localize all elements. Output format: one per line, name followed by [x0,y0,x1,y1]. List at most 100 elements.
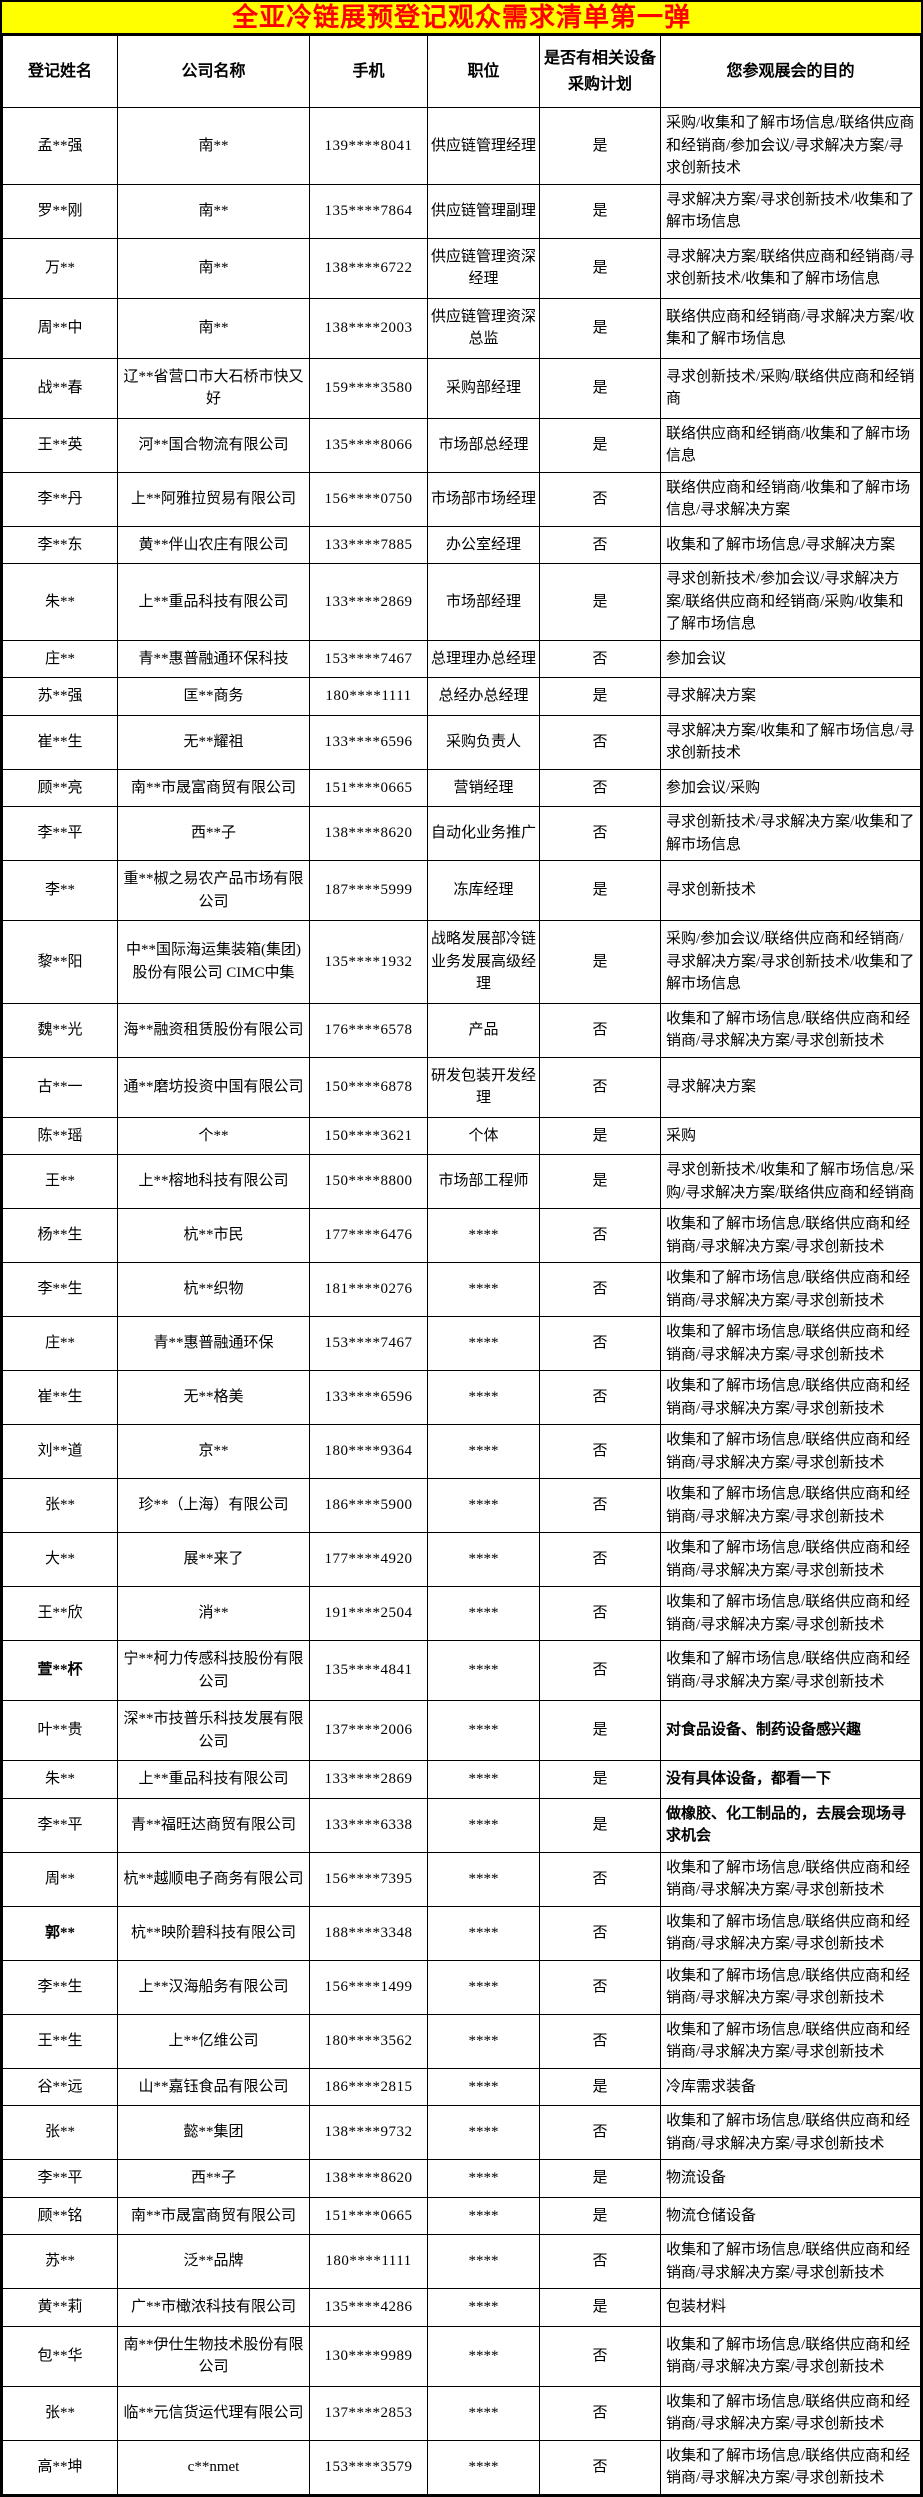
cell-phone: 156****1499 [309,1959,428,2015]
cell-position: 市场部市场经理 [427,471,540,527]
cell-visit-purpose: 参加会议/采购 [660,768,921,808]
cell-company: 广**市橄浓科技有限公司 [117,2288,310,2327]
table-row: 张** 懿**集团 138****9732 **** 否收集和了解市场信息/联络供应商和… [2,2105,921,2161]
cell-phone: 191****2504 [309,1586,428,1642]
cell-company: 匡**商务 [117,677,310,716]
cell-position: 自动化业务推广 [427,806,540,862]
cell-purchase-plan: 否 [539,1424,661,1480]
header-position: 职位 [427,34,540,109]
cell-phone: 133****6596 [309,1370,428,1426]
cell-phone: 180****1111 [309,2234,428,2290]
cell-name: 王**欣 [2,1586,118,1642]
cell-purchase-plan: 否 [539,1478,661,1534]
table-row: 高**坤 c**nmet 153****3579 **** 否收集和了解市场信息/联络供… [2,2439,921,2495]
cell-phone: 186****2815 [309,2067,428,2107]
cell-visit-purpose: 寻求创新技术/收集和了解市场信息/采购/寻求解决方案/联络供应商和经销商 [660,1154,921,1210]
cell-purchase-plan: 是 [539,1760,661,1799]
cell-name: 万** [2,237,118,299]
cell-company: 上**阿雅拉贸易有限公司 [117,471,310,527]
cell-phone: 186****5900 [309,1478,428,1534]
cell-phone: 176****6578 [309,1002,428,1058]
cell-purchase-plan: 是 [539,677,661,716]
cell-visit-purpose: 参加会议 [660,639,921,679]
cell-name: 庄** [2,1316,118,1372]
table-row: 苏**强 匡**商务 180****1111 总经办总经理是寻求解决方案 [2,677,921,716]
cell-visit-purpose: 收集和了解市场信息/联络供应商和经销商/寻求解决方案/寻求创新技术 [660,1640,921,1702]
cell-name: 战**春 [2,357,118,419]
cell-purchase-plan: 否 [539,1586,661,1642]
cell-position: 总经办总经理 [427,677,540,716]
cell-company: 南**市晟富商贸有限公司 [117,2196,310,2236]
cell-company: 南**市晟富商贸有限公司 [117,768,310,808]
cell-purchase-plan: 否 [539,1905,661,1961]
cell-purchase-plan: 是 [539,297,661,359]
cell-name: 陈**瑶 [2,1116,118,1156]
cell-name: 魏**光 [2,1002,118,1058]
cell-company: 临**元信货运代理有限公司 [117,2385,310,2441]
cell-phone: 150****8800 [309,1154,428,1210]
cell-phone: 135****4286 [309,2288,428,2327]
cell-purchase-plan: 否 [539,639,661,679]
cell-purchase-plan: 否 [539,525,661,565]
table-row: 李**丹 上**阿雅拉贸易有限公司 156****0750 市场部市场经理否联络供应商… [2,471,921,527]
cell-purchase-plan: 是 [539,1116,661,1156]
cell-phone: 133****6596 [309,714,428,770]
table-row: 李**平 西**子 138****8620 **** 是物流设备 [2,2159,921,2198]
cell-name: 郭** [2,1905,118,1961]
table-row: 李**东 黄**伴山农庄有限公司 133****7885 办公室经理否收集和了解市场信… [2,525,921,565]
cell-purchase-plan: 是 [539,1154,661,1210]
cell-position: **** [427,1760,540,1799]
cell-purchase-plan: 是 [539,860,661,922]
cell-name: 谷**远 [2,2067,118,2107]
cell-name: 苏**强 [2,677,118,716]
cell-company: 泛**品牌 [117,2234,310,2290]
cell-position: **** [427,1586,540,1642]
cell-phone: 180****3562 [309,2013,428,2069]
cell-visit-purpose: 寻求创新技术/参加会议/寻求解决方案/联络供应商和经销商/采购/收集和了解市场信… [660,563,921,641]
table-row: 罗**刚 南** 135****7864 供应链管理副理是寻求解决方案/寻求创新技术/… [2,183,921,239]
cell-company: 上**榕地科技有限公司 [117,1154,310,1210]
table-row: 郭** 杭**映阶碧科技有限公司 188****3348 **** 否收集和了解市场信息… [2,1905,921,1961]
sheet-title: 全亚冷链展预登记观众需求清单第一弹 [2,2,921,35]
table-row: 李**平 西**子 138****8620 自动化业务推广否寻求创新技术/寻求解决方案… [2,806,921,862]
cell-position: 战略发展部冷链业务发展高级经理 [427,920,540,1004]
cell-name: 李**平 [2,1797,118,1853]
cell-position: **** [427,2196,540,2236]
cell-purchase-plan: 否 [539,471,661,527]
header-phone: 手机 [309,34,428,109]
cell-purchase-plan: 是 [539,920,661,1004]
cell-company: 黄**伴山农庄有限公司 [117,525,310,565]
cell-visit-purpose: 收集和了解市场信息/寻求解决方案 [660,525,921,565]
table-row: 孟**强 南** 139****8041 供应链管理经理是采购/收集和了解市场信息/联… [2,107,921,185]
cell-company: 河**国合物流有限公司 [117,417,310,473]
cell-name: 朱** [2,1760,118,1799]
cell-purchase-plan: 否 [539,2439,661,2495]
cell-name: 李**平 [2,2159,118,2198]
cell-visit-purpose: 冷库需求装备 [660,2067,921,2107]
cell-name: 周**中 [2,297,118,359]
cell-name: 李**丹 [2,471,118,527]
cell-phone: 137****2853 [309,2385,428,2441]
cell-name: 周** [2,1851,118,1907]
table-row: 庄** 青**惠普融通环保 153****7467 **** 否收集和了解市场信息/联络… [2,1316,921,1372]
table-row: 顾**亮 南**市晟富商贸有限公司 151****0665 营销经理否参加会议/采购 [2,768,921,808]
cell-purchase-plan: 否 [539,806,661,862]
cell-company: 无**格美 [117,1370,310,1426]
table-row: 周**中 南** 138****2003 供应链管理资深总监是联络供应商和经销商/寻求… [2,297,921,359]
cell-phone: 156****0750 [309,471,428,527]
cell-visit-purpose: 收集和了解市场信息/联络供应商和经销商/寻求解决方案/寻求创新技术 [660,1959,921,2015]
cell-visit-purpose: 包装材料 [660,2288,921,2327]
cell-name: 黎**阳 [2,920,118,1004]
cell-visit-purpose: 寻求解决方案 [660,1056,921,1118]
cell-position: 产品 [427,1002,540,1058]
cell-purchase-plan: 否 [539,2234,661,2290]
cell-phone: 135****7864 [309,183,428,239]
cell-name: 王**英 [2,417,118,473]
cell-phone: 138****8620 [309,806,428,862]
cell-phone: 180****9364 [309,1424,428,1480]
cell-position: **** [427,1532,540,1588]
cell-purchase-plan: 否 [539,1370,661,1426]
cell-company: 深**市技普乐科技发展有限公司 [117,1700,310,1762]
cell-company: 杭**映阶碧科技有限公司 [117,1905,310,1961]
cell-phone: 135****8066 [309,417,428,473]
